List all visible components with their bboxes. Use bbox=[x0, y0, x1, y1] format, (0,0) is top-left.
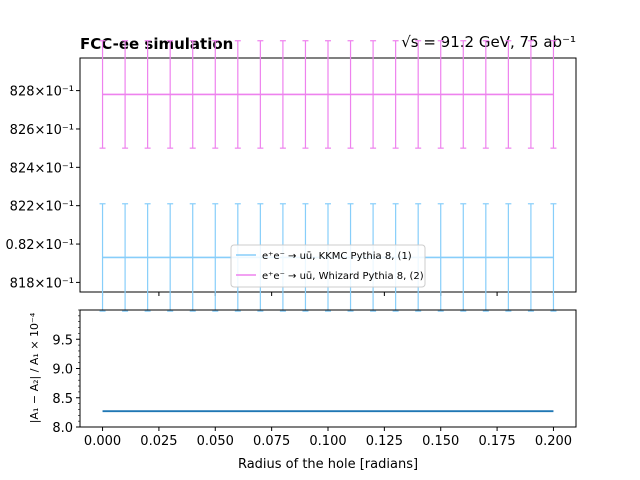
top-y-tick-label: 828×10⁻¹ bbox=[10, 85, 74, 100]
top-y-tick-label: 0.82×10⁻¹ bbox=[6, 238, 74, 253]
top-y-tick-label: 822×10⁻¹ bbox=[10, 200, 74, 215]
top-y-tick-label: 826×10⁻¹ bbox=[10, 123, 74, 138]
x-axis-label: Radius of the hole [radians] bbox=[238, 457, 418, 472]
bottom-x-tick-label: 0.075 bbox=[253, 434, 290, 449]
series-0 bbox=[99, 203, 557, 312]
bottom-x-tick-label: 0.200 bbox=[535, 434, 572, 449]
legend-label-whizard: e⁺e⁻ → uū, Whizard Pythia 8, (2) bbox=[262, 271, 424, 282]
bottom-x-tick-label: 0.175 bbox=[478, 434, 515, 449]
chart-subtitle: √s = 91.2 GeV, 75 ab⁻¹ bbox=[401, 33, 576, 51]
chart-title: FCC-ee simulation bbox=[80, 35, 233, 53]
top-series bbox=[99, 40, 557, 312]
top-panel: 818×10⁻¹ 0.82×10⁻¹ 822×10⁻¹ 824×10⁻¹ 826×10⁻… bbox=[6, 40, 577, 312]
legend-label-kkmc: e⁺e⁻ → uū, KKMC Pythia 8, (1) bbox=[262, 251, 412, 262]
bottom-x-tick-label: 0.125 bbox=[366, 434, 403, 449]
bottom-y-tick-label: 8.0 bbox=[52, 421, 73, 436]
top-y-tick-label: 824×10⁻¹ bbox=[10, 161, 74, 176]
bottom-y-tick-label: 9.0 bbox=[52, 363, 73, 378]
bottom-axes-frame bbox=[79, 309, 577, 428]
legend-box bbox=[230, 244, 426, 288]
y-axis-label: |A₁ − A₂| / A₁ × 10⁻⁴ bbox=[28, 312, 41, 423]
bottom-x-ticks: 0.000 0.025 0.050 0.075 0.100 0.125 0.150 0.175… bbox=[84, 427, 572, 449]
bottom-y-tick-label: 9.5 bbox=[52, 333, 73, 348]
top-y-tick-label: 818×10⁻¹ bbox=[10, 276, 74, 291]
bottom-y-ticks: 8.0 8.5 9.0 9.5 bbox=[52, 309, 80, 436]
series-1 bbox=[99, 40, 557, 149]
bottom-x-tick-label: 0.150 bbox=[422, 434, 459, 449]
bottom-x-tick-label: 0.025 bbox=[140, 434, 177, 449]
bottom-x-tick-label: 0.100 bbox=[309, 434, 346, 449]
bottom-panel: 8.08.59.09.5 0.000 0.025 0.050 0.075 0.100 0.… bbox=[28, 309, 577, 472]
legend: e⁺e⁻ → uū, KKMC Pythia 8, (1) e⁺e⁻ → uū,… bbox=[230, 244, 426, 288]
bottom-x-tick-label: 0.000 bbox=[84, 434, 121, 449]
top-y-ticks: 818×10⁻¹ 0.82×10⁻¹ 822×10⁻¹ 824×10⁻¹ 826×10⁻… bbox=[6, 85, 80, 291]
bottom-x-tick-label: 0.050 bbox=[197, 434, 234, 449]
bottom-y-tick-label: 8.5 bbox=[52, 392, 73, 407]
